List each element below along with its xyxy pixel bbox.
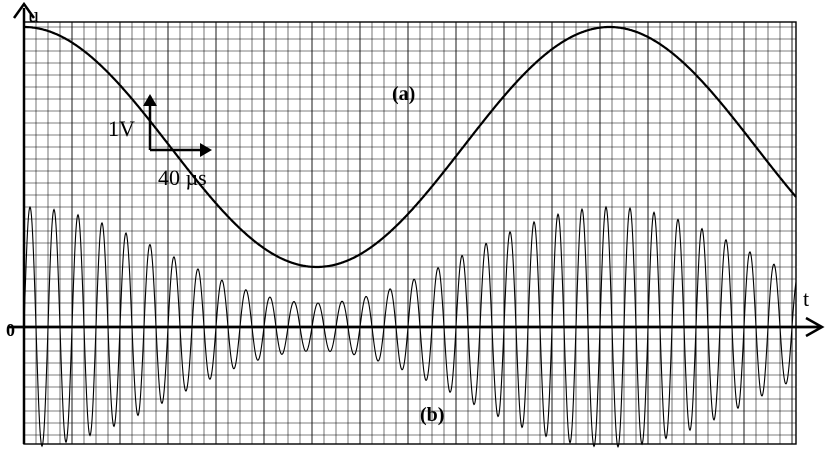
scale-time-arrow: [200, 143, 212, 157]
scale-volts-arrow: [143, 94, 157, 106]
series-a-label: (a): [392, 83, 415, 105]
series-b-label: (b): [420, 404, 444, 426]
x-axis-label: t: [803, 286, 809, 311]
series-a-trace: [24, 25, 797, 269]
y-axis-arrow: [12, 1, 36, 19]
axes: [8, 1, 825, 444]
origin-label: 0: [6, 320, 15, 340]
scale-marker: [143, 94, 212, 157]
scale-volts-label: 1V: [108, 116, 135, 141]
y-axis-label: u: [28, 2, 39, 27]
grid: [23, 21, 797, 445]
series-b-trace: [23, 205, 797, 449]
x-axis-arrow: [805, 316, 825, 338]
scale-time-label: 40 µs: [158, 165, 207, 190]
